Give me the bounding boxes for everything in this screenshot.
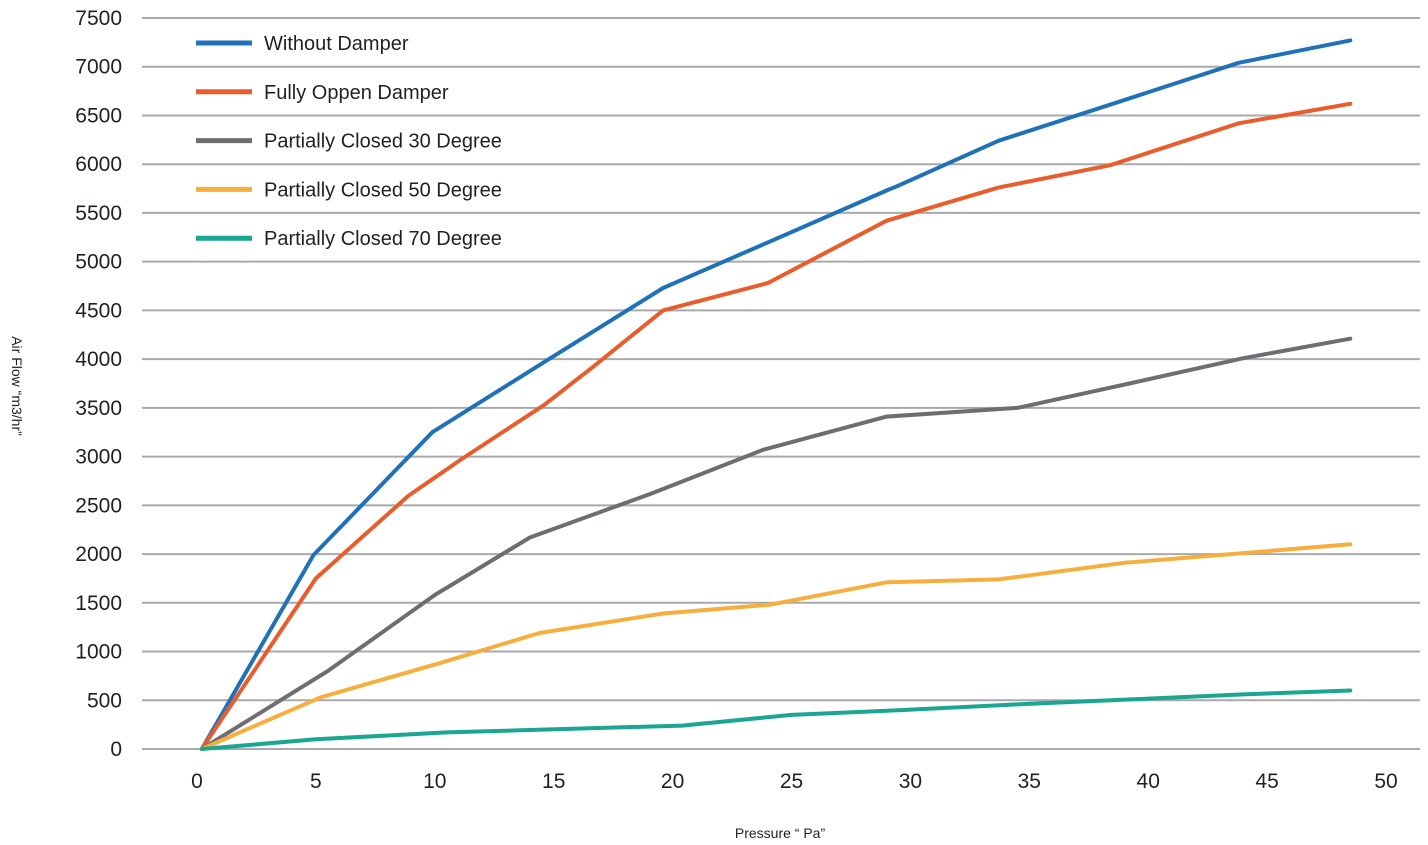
x-tick-label: 10 [423, 770, 446, 793]
y-tick-label: 3000 [75, 446, 122, 469]
series-line [199, 542, 1353, 751]
legend-label: Partially Closed 70 Degree [264, 228, 502, 250]
x-tick-labels: 0 5 10 15 20 25 30 35 40 45 50 [191, 770, 1398, 793]
y-tick-label: 7000 [75, 56, 122, 79]
y-tick-label: 4000 [75, 348, 122, 371]
legend-label: Partially Closed 50 Degree [264, 179, 502, 201]
x-tick-label: 5 [310, 770, 322, 793]
y-axis-title: Air Flow “m3/hr” [9, 336, 25, 436]
series-line [199, 688, 1353, 751]
x-axis-title: Pressure “ Pa” [735, 825, 826, 841]
x-tick-label: 0 [191, 770, 203, 793]
grid-lines [142, 17, 1420, 750]
y-tick-label: 6500 [75, 104, 122, 127]
x-tick-label: 35 [1018, 770, 1041, 793]
y-tick-label: 5500 [75, 202, 122, 225]
legend-label: Fully Oppen Damper [264, 82, 449, 104]
x-tick-label: 30 [899, 770, 922, 793]
x-tick-label: 20 [661, 770, 684, 793]
y-tick-labels: 0 500 1000 1500 2000 2500 3000 3500 4000 4500 5000… [75, 7, 122, 761]
x-tick-label: 40 [1137, 770, 1160, 793]
x-tick-label: 45 [1255, 770, 1278, 793]
legend-label: Partially Closed 30 Degree [264, 131, 502, 153]
y-tick-label: 500 [87, 689, 122, 712]
series-line [199, 101, 1353, 751]
series-line [199, 38, 1353, 751]
series-lines [199, 38, 1353, 751]
y-tick-label: 6000 [75, 153, 122, 176]
y-tick-label: 2000 [75, 543, 122, 566]
x-tick-label: 50 [1374, 770, 1397, 793]
y-tick-label: 1000 [75, 641, 122, 664]
y-tick-label: 4500 [75, 299, 122, 322]
legend: Without Damper Fully Oppen Damper Partiall… [196, 33, 502, 250]
y-tick-label: 5000 [75, 251, 122, 274]
legend-label: Without Damper [264, 33, 409, 55]
y-tick-label: 7500 [75, 7, 122, 30]
y-tick-label: 2500 [75, 494, 122, 517]
series-line [199, 336, 1353, 751]
y-tick-label: 0 [110, 738, 122, 761]
x-tick-label: 15 [542, 770, 565, 793]
y-tick-label: 3500 [75, 397, 122, 420]
x-tick-label: 25 [780, 770, 803, 793]
y-tick-label: 1500 [75, 592, 122, 615]
